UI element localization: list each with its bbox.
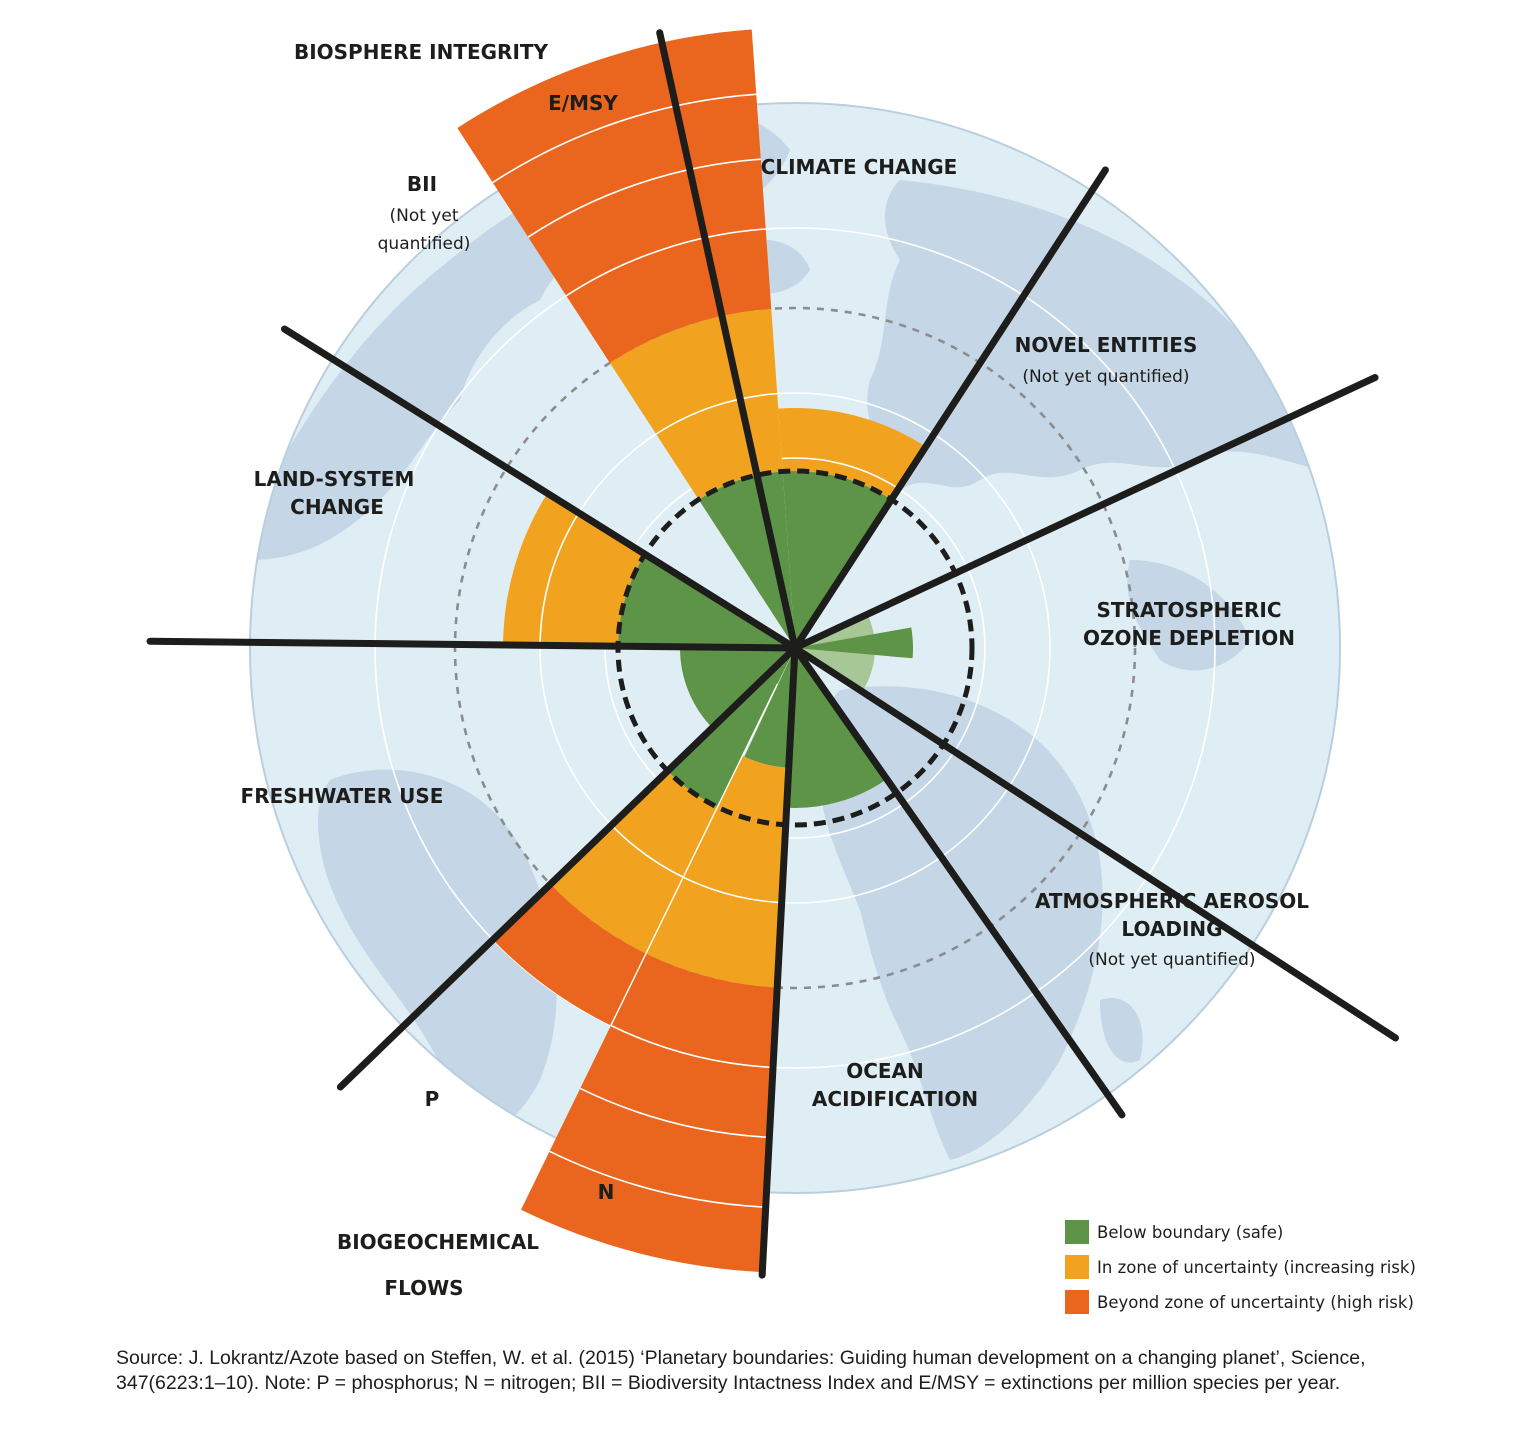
legend-label-uncertainty: In zone of uncertainty (increasing risk): [1097, 1258, 1416, 1277]
source-note: Source: J. Lokrantz/Azote based on Steff…: [116, 1347, 1366, 1394]
label-climate-change: CLIMATE CHANGE: [761, 155, 958, 179]
continents: [250, 110, 1340, 1160]
emsy-gridline-3: [492, 93, 757, 184]
legend: Below boundary (safe) In zone of uncerta…: [1065, 1220, 1416, 1314]
label-land-system-1: LAND-SYSTEM: [254, 467, 415, 491]
wedge-p-high-risk: [492, 884, 646, 1026]
divider-ocean-biogeo: [758, 644, 799, 1279]
wedge-land-safe: [618, 554, 795, 648]
legend-swatch-safe: [1065, 1220, 1089, 1244]
emsy-gridline-1: [565, 228, 766, 297]
wedge-ocean-safe: [786, 648, 887, 808]
n-p-divider: [610, 683, 779, 1026]
legend-swatch-uncertainty: [1065, 1255, 1089, 1279]
wedge-ozone-safe: [795, 627, 913, 659]
wedge-n-uncertainty: [645, 755, 789, 988]
land-gridline: [539, 512, 580, 649]
label-aerosol-2: LOADING: [1121, 917, 1222, 941]
boundary-wedges: [457, 29, 926, 1273]
divider-aerosol-ocean: [791, 644, 1126, 1119]
legend-label-high-risk: Beyond zone of uncertainty (high risk): [1097, 1293, 1414, 1312]
label-p: P: [425, 1087, 440, 1111]
legend-swatch-high-risk: [1065, 1290, 1089, 1314]
label-freshwater-use: FRESHWATER USE: [241, 784, 444, 808]
wedge-n-high-risk: [521, 953, 778, 1273]
label-bii-note-2: quantified): [378, 234, 471, 254]
wedge-gridlines: [492, 93, 899, 1209]
wedge-climate-safe: [782, 470, 892, 648]
wedge-p-uncertainty: [550, 770, 718, 954]
label-biogeochemical-2: FLOWS: [384, 1276, 463, 1300]
label-biosphere-integrity: BIOSPHERE INTEGRITY: [294, 40, 549, 64]
wedge-n-safe: [744, 648, 795, 768]
label-aerosol-note: (Not yet quantified): [1088, 950, 1255, 970]
wedge-land-uncertainty: [503, 493, 645, 648]
divider-freshwater-land: [146, 637, 799, 652]
label-novel-entities-note: (Not yet quantified): [1022, 367, 1189, 387]
divider-ozone-aerosol: [791, 644, 1399, 1042]
label-biogeochemical-1: BIOGEOCHEMICAL: [337, 1230, 539, 1254]
n-gridline-0: [682, 876, 782, 904]
divider-biosphere-climate: [656, 29, 799, 652]
wedge-freshwater-safe: [680, 648, 795, 730]
wedge-p-safe: [669, 648, 795, 808]
label-land-system-2: CHANGE: [290, 495, 384, 519]
wedge-emsy-uncertainty: [609, 308, 783, 500]
label-aerosol-1: ATMOSPHERIC AEROSOL: [1035, 889, 1309, 913]
label-stratospheric-1: STRATOSPHERIC: [1097, 598, 1282, 622]
label-bii: BII: [407, 172, 437, 196]
zone-of-uncertainty-ring: [453, 306, 1137, 990]
label-stratospheric-2: OZONE DEPLETION: [1083, 626, 1295, 650]
divider-land-biosphere: [280, 325, 799, 652]
label-ocean-1: OCEAN: [846, 1059, 924, 1083]
wedge-emsy-safe: [698, 471, 795, 648]
label-emsy: E/MSY: [548, 91, 618, 115]
boundary-dividers: [146, 29, 1399, 1279]
emsy-gridline-0: [655, 392, 778, 435]
planetary-boundaries-diagram: BIOSPHERE INTEGRITY E/MSY BII (Not yet q…: [146, 29, 1416, 1314]
labels: BIOSPHERE INTEGRITY E/MSY BII (Not yet q…: [241, 40, 1310, 1300]
label-ocean-2: ACIDIFICATION: [812, 1087, 978, 1111]
wedge-ozone-light: [795, 614, 875, 692]
label-n: N: [598, 1180, 615, 1204]
label-novel-entities: NOVEL ENTITIES: [1015, 333, 1198, 357]
wedge-emsy-high-risk: [457, 29, 772, 363]
p-gridline-0: [610, 824, 684, 878]
n-gridline-2: [579, 1087, 770, 1139]
divider-novel-ozone: [791, 374, 1379, 652]
climate-gridline: [781, 457, 899, 490]
legend-label-safe: Below boundary (safe): [1097, 1223, 1283, 1242]
divider-biogeo-freshwater: [336, 644, 799, 1091]
n-gridline-3: [549, 1150, 766, 1209]
wedge-climate-uncertainty: [778, 407, 926, 500]
divider-climate-novel: [791, 166, 1109, 652]
n-gridline-1: [610, 1024, 774, 1069]
label-bii-note-1: (Not yet: [389, 206, 458, 226]
emsy-gridline-2: [527, 158, 761, 238]
